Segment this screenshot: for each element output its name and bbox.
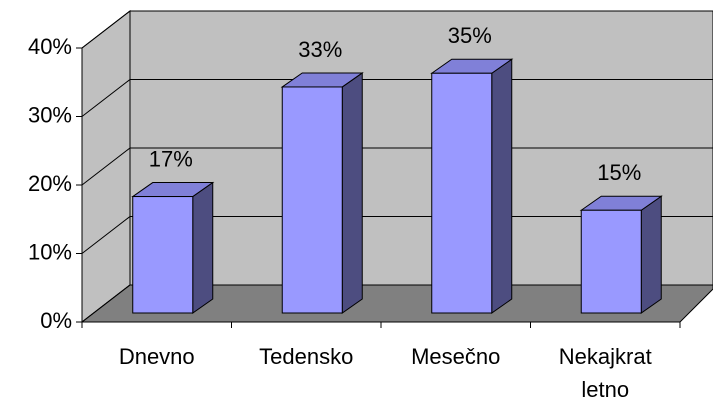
y-tick-label: 20% — [28, 171, 72, 196]
bar-side — [192, 181, 214, 314]
value-label: 15% — [597, 160, 641, 185]
x-tick-label: Nekajkrat letno — [558, 344, 652, 402]
bar-side — [640, 195, 662, 314]
grid-line — [81, 284, 713, 323]
y-tick-label: 40% — [28, 34, 72, 59]
value-label: 17% — [149, 146, 193, 171]
bar — [281, 86, 343, 314]
y-tick-label: 10% — [28, 239, 72, 264]
y-tick-label: 30% — [28, 102, 72, 127]
grid-line — [81, 79, 713, 117]
bar-side — [491, 58, 513, 314]
y-tick-label: 0% — [40, 308, 72, 333]
value-label: 35% — [448, 23, 492, 48]
bar — [580, 209, 642, 314]
grid-line — [81, 147, 713, 186]
value-label: 33% — [298, 37, 342, 62]
grid-line — [81, 216, 713, 254]
grid-line — [81, 10, 713, 49]
bar-side — [341, 71, 363, 314]
x-tick-label: Dnevno — [118, 344, 195, 369]
x-tick-label: Tedensko — [259, 344, 354, 369]
bar — [431, 72, 493, 314]
x-tick-label: Mesečno — [411, 344, 501, 369]
bar — [132, 196, 194, 314]
